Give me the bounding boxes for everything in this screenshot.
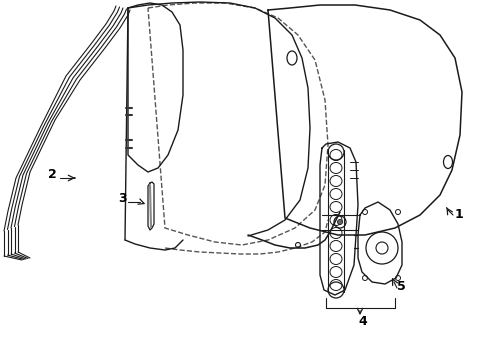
Text: 4: 4 bbox=[357, 315, 366, 328]
Text: 3: 3 bbox=[118, 192, 126, 205]
Text: 2: 2 bbox=[48, 168, 57, 181]
Text: 5: 5 bbox=[396, 280, 405, 293]
Text: 1: 1 bbox=[454, 208, 463, 221]
Circle shape bbox=[337, 220, 342, 225]
